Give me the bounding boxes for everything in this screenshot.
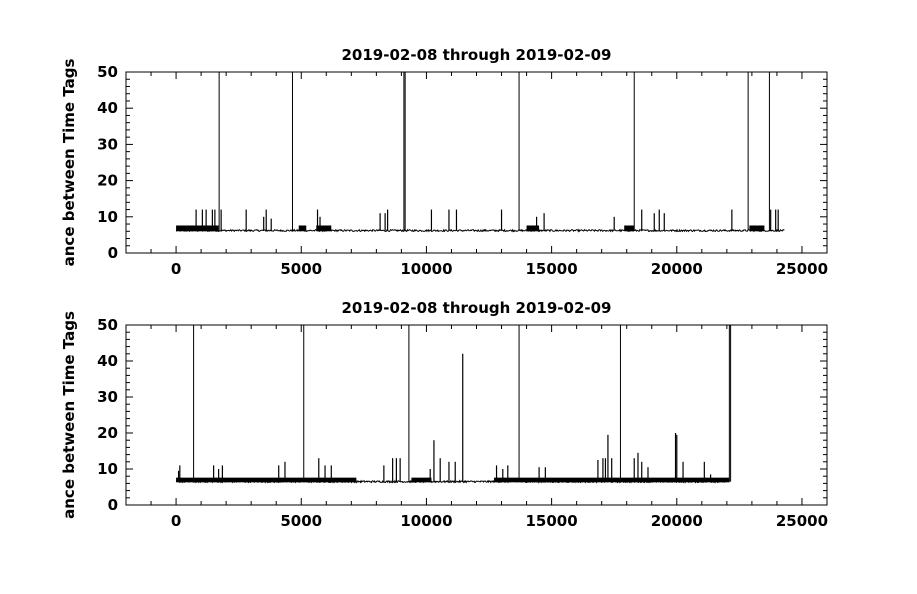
dense-band (176, 225, 219, 232)
plot-top: 2019-02-08 through 2019-02-09 ance betwee… (60, 46, 828, 278)
dense-band (624, 225, 635, 232)
y-tick-label: 30 (97, 135, 118, 153)
dense-band (526, 225, 540, 232)
x-tick-label: 0 (171, 512, 181, 530)
series-group (175, 325, 732, 484)
plot-bottom: 2019-02-08 through 2019-02-09 ance betwee… (60, 299, 828, 530)
x-tick-label: 20000 (651, 512, 703, 530)
dense-band (316, 225, 332, 232)
x-tick-label: 15000 (526, 512, 578, 530)
y-tick-label: 40 (97, 99, 118, 117)
y-tick-label: 0 (108, 496, 118, 514)
dense-band (298, 225, 307, 232)
series-line (175, 228, 785, 233)
y-tick-label: 40 (97, 352, 118, 370)
x-tick-label: 10000 (400, 512, 452, 530)
y-tick-label: 30 (97, 388, 118, 406)
y-tick-label: 10 (97, 460, 118, 478)
series-group (175, 72, 785, 233)
chart-title: 2019-02-08 through 2019-02-09 (342, 299, 612, 317)
x-tick-label: 0 (171, 260, 181, 278)
chart-title: 2019-02-08 through 2019-02-09 (342, 46, 612, 64)
plot-frame (125, 71, 828, 254)
x-tick-label: 15000 (526, 260, 578, 278)
x-tick-label: 5000 (280, 512, 322, 530)
y-tick-label: 20 (97, 424, 118, 442)
dense-band (176, 477, 357, 483)
y-axis-label: ance between Time Tags (60, 59, 78, 267)
y-tick-label: 10 (97, 208, 118, 226)
x-tick-label: 10000 (400, 260, 452, 278)
y-tick-label: 50 (97, 63, 118, 81)
y-axis-label: ance between Time Tags (60, 311, 78, 519)
x-tick-label: 20000 (651, 260, 703, 278)
dense-band (411, 477, 432, 483)
x-tick-label: 25000 (776, 512, 828, 530)
y-tick-label: 0 (108, 244, 118, 262)
y-tick-label: 20 (97, 172, 118, 190)
dense-band (749, 225, 765, 232)
x-tick-label: 5000 (280, 260, 322, 278)
y-tick-label: 50 (97, 316, 118, 334)
x-tick-label: 25000 (776, 260, 828, 278)
